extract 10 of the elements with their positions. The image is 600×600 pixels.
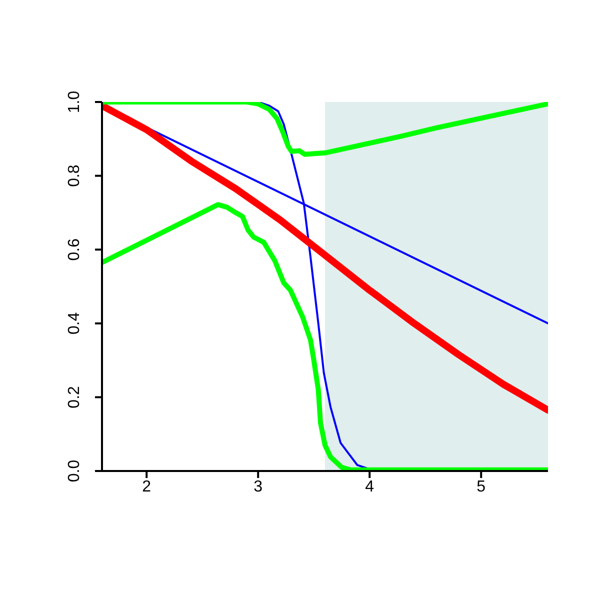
x-tick-label: 3 [254, 478, 263, 496]
y-tick-label: 0.6 [66, 238, 83, 261]
y-tick-label: 0.0 [66, 460, 83, 482]
y-tick-label: 0.2 [66, 386, 83, 408]
x-tick-label: 4 [365, 478, 374, 496]
y-tick-label: 1.0 [66, 90, 83, 114]
y-tick-label: 0.4 [66, 312, 83, 335]
x-tick-label: 5 [476, 478, 486, 496]
x-tick-label: 2 [142, 478, 152, 496]
y-tick-label: 0.8 [66, 164, 83, 187]
